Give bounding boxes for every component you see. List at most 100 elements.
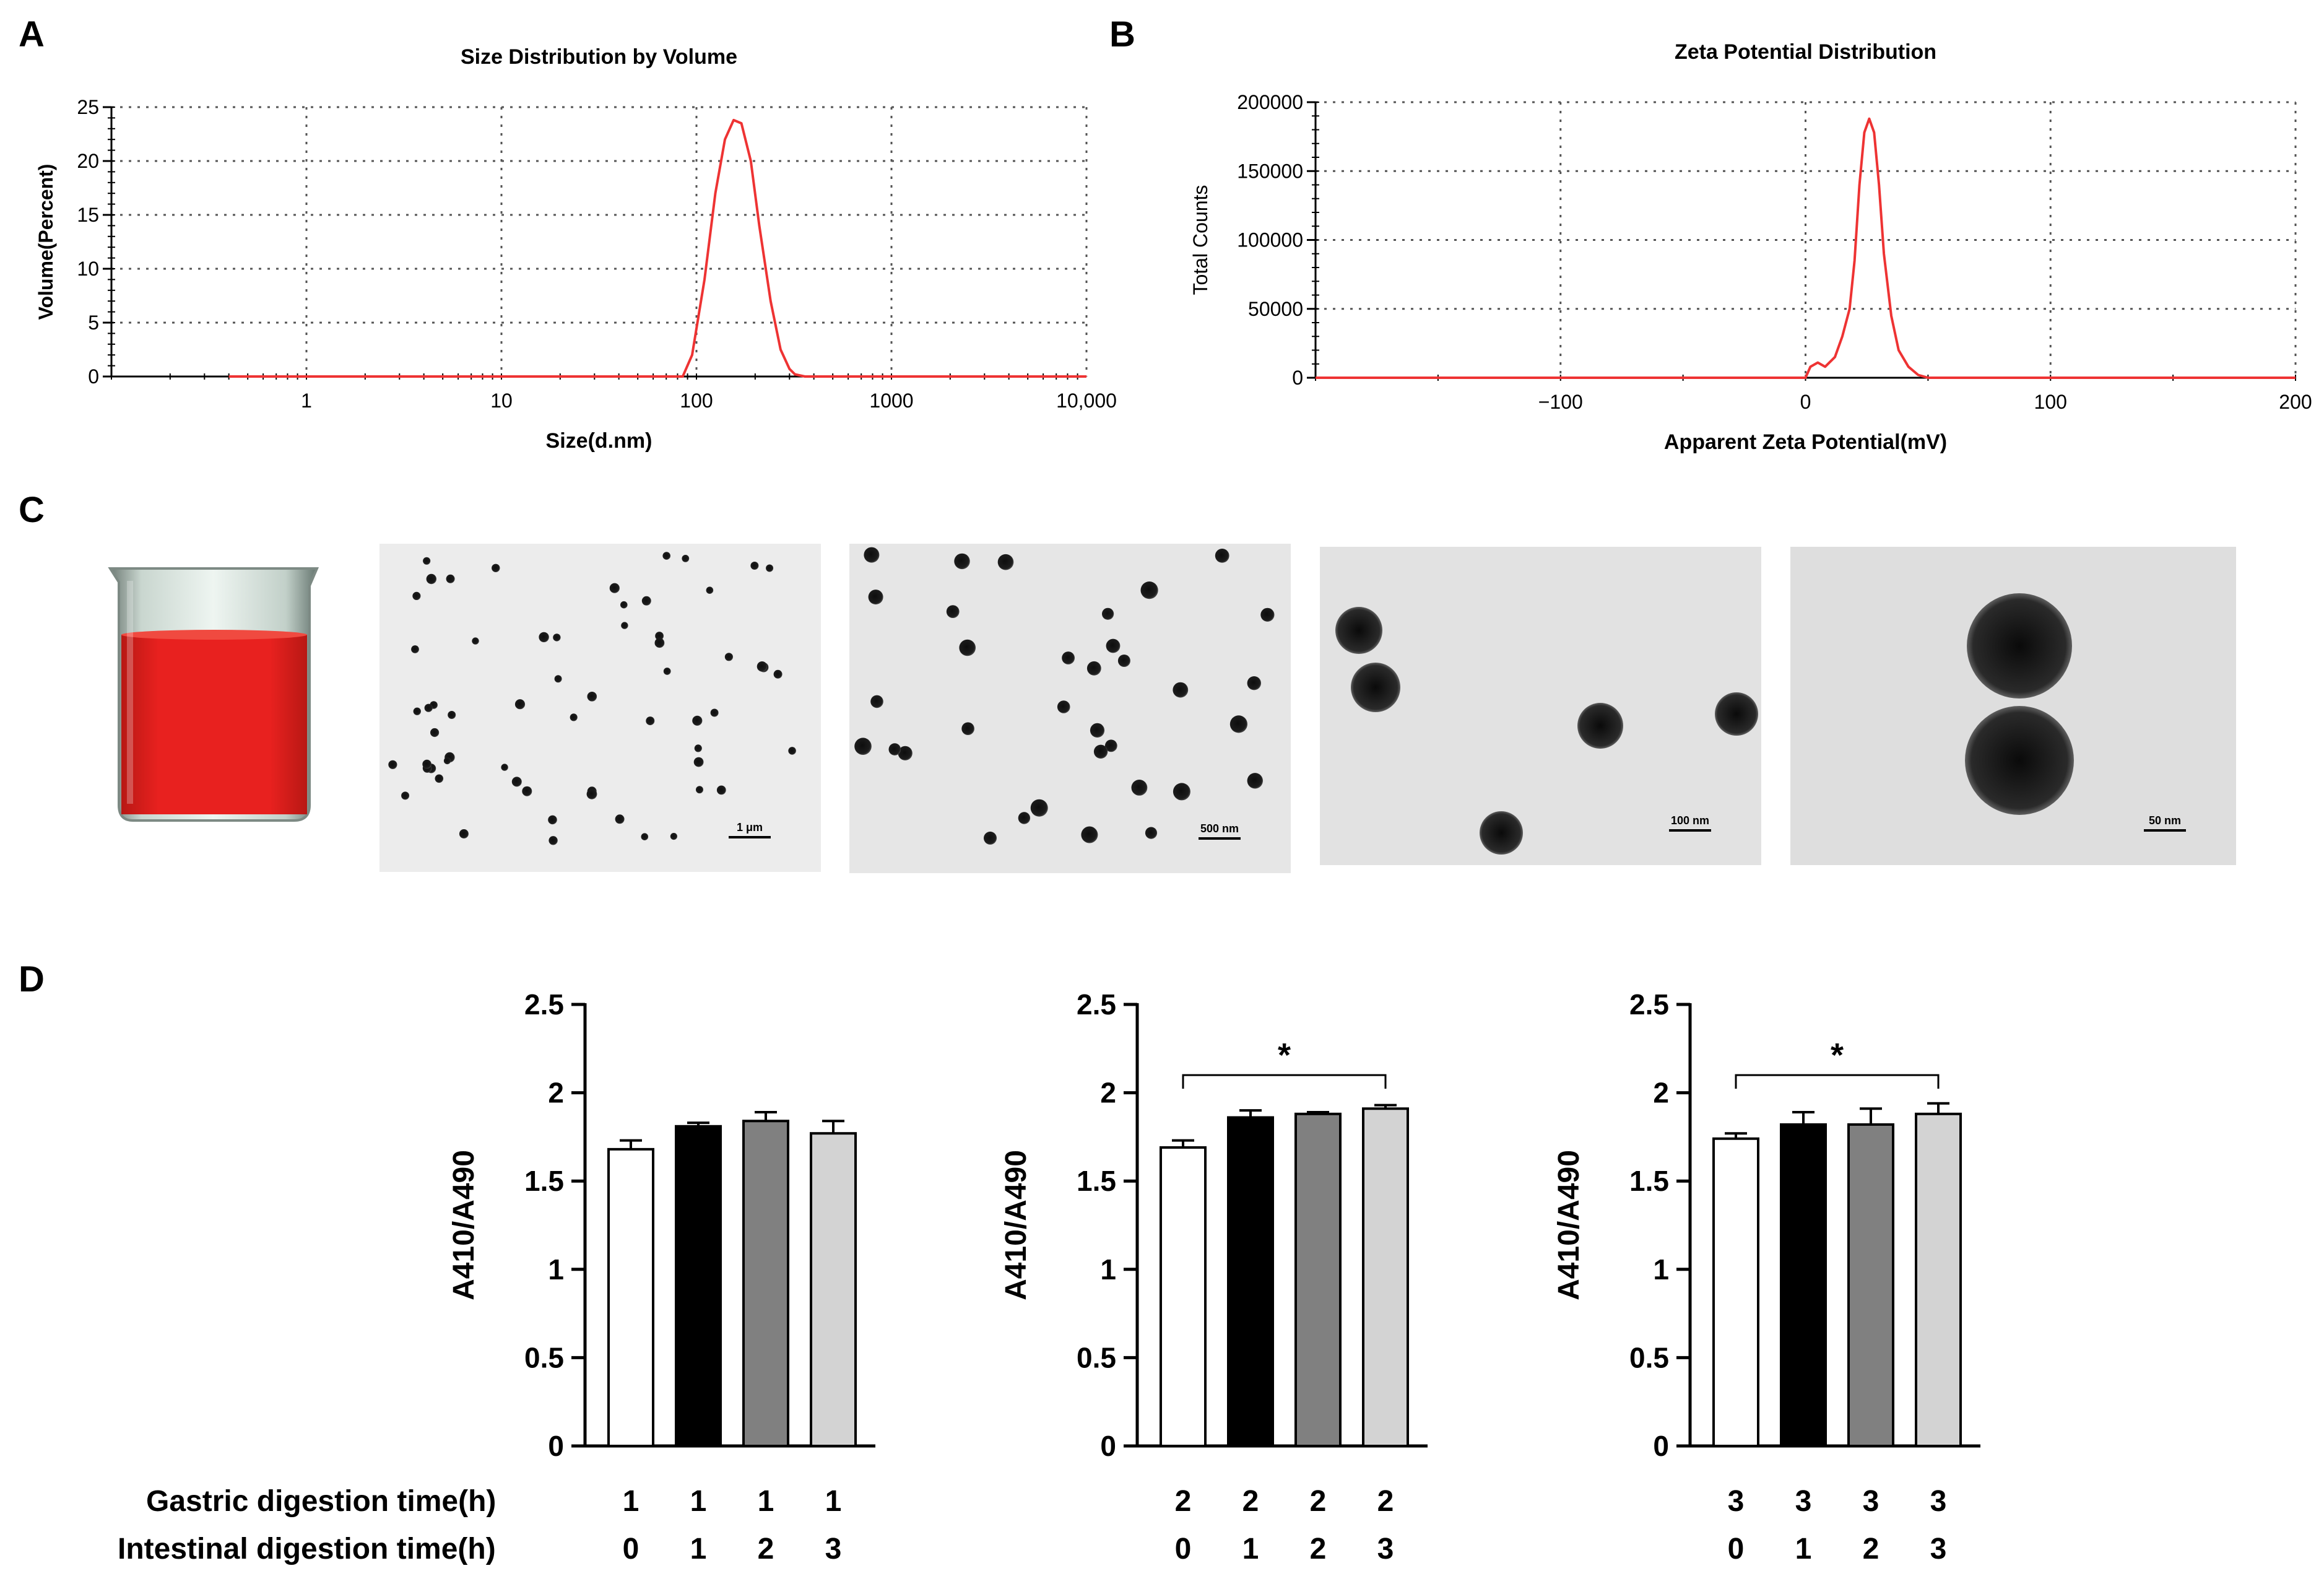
nanoparticle — [670, 833, 677, 840]
bar-chart-1-y-tick-label: 0 — [548, 1430, 564, 1462]
micrograph-4: 50 nm — [1790, 547, 2236, 865]
nanoparticle — [492, 564, 500, 572]
nanoparticle — [1030, 799, 1048, 817]
nanoparticle — [459, 829, 469, 838]
nanoparticle — [757, 661, 768, 672]
bar-chart-3-y-label: A410/A490 — [1553, 1150, 1585, 1300]
nanoparticle — [1090, 723, 1105, 738]
micrograph-1: 1 μm — [379, 544, 821, 872]
zeta-chart-series-line — [1316, 117, 2296, 379]
bar-chart-3-gastric-label: 3 — [1728, 1485, 1745, 1518]
zeta-chart-x-tick-label: 200 — [2279, 391, 2312, 413]
bar-chart-2-gastric-label: 2 — [1175, 1485, 1192, 1518]
bar-chart-2-significance-label: * — [1278, 1037, 1291, 1074]
bar-chart-1-y-tick-label: 2 — [548, 1077, 564, 1109]
nanoparticle — [1577, 703, 1623, 749]
nanoparticle — [412, 591, 421, 601]
panel-label-a: A — [19, 14, 45, 54]
scale-bar-label: 500 nm — [1200, 822, 1239, 835]
bar-chart-2-intestinal-label: 0 — [1175, 1533, 1192, 1565]
zeta-chart-x-tick-label: −100 — [1538, 391, 1583, 413]
nanoparticle — [1173, 783, 1190, 801]
zeta-chart-y-label: Total Counts — [1189, 185, 1212, 295]
nanoparticle — [641, 833, 649, 840]
zeta-chart-x-tick-label: 0 — [1800, 391, 1811, 413]
nanoparticle — [984, 831, 997, 845]
bar-chart-2-gastric-label: 2 — [1377, 1485, 1394, 1518]
bar-chart-3-y-tick-label: 1.5 — [1629, 1165, 1669, 1197]
bar-chart-1-bar-3 — [810, 1132, 857, 1448]
nanoparticle — [766, 564, 774, 572]
nanoparticle — [1093, 744, 1108, 759]
bar-chart-1-bar-1 — [675, 1125, 722, 1447]
panel-label-d: D — [19, 959, 45, 999]
nanoparticle — [553, 633, 561, 642]
nanoparticle — [750, 562, 759, 570]
bar-chart-2-y-tick-label: 1 — [1100, 1253, 1116, 1286]
beaker-photo — [108, 567, 319, 822]
nanoparticle — [898, 746, 913, 760]
nanoparticle — [724, 653, 733, 661]
size-chart-y-tick-label: 10 — [77, 258, 99, 280]
size-chart-x-tick-label: 1000 — [869, 390, 913, 412]
bar-chart-2-y-tick-label: 2 — [1100, 1077, 1116, 1109]
micrograph-3: 100 nm — [1320, 547, 1761, 865]
bar-chart-1-intestinal-label: 3 — [825, 1533, 842, 1565]
zeta-chart-x-tick-label: 100 — [2034, 391, 2067, 413]
bar-chart-1-gastric-label: 1 — [623, 1485, 640, 1518]
bar-chart-1-intestinal-label: 1 — [690, 1533, 707, 1565]
nanoparticle — [422, 759, 431, 769]
bar-chart-gastric-1h: 0 0.5 1 1.5 2 2.5 A410/A490 1 0 1 1 1 2 1 3 — [448, 988, 875, 1565]
bar-chart-2-y-tick-label: 1.5 — [1077, 1165, 1116, 1197]
nanoparticle — [1967, 593, 2072, 699]
size-chart-title: Size Distribution by Volume — [461, 45, 737, 69]
nanoparticle — [1715, 692, 1758, 736]
size-chart-y-tick-label: 20 — [77, 150, 99, 172]
bar-chart-1-intestinal-label: 2 — [758, 1533, 774, 1565]
nanoparticle — [1140, 581, 1158, 599]
nanoparticle — [710, 708, 719, 717]
bar-chart-3-intestinal-label: 3 — [1930, 1533, 1947, 1565]
nanoparticle — [501, 764, 508, 771]
nanoparticle — [548, 836, 558, 845]
nanoparticle — [961, 722, 974, 735]
nanoparticle — [435, 774, 444, 783]
nanoparticle — [423, 557, 431, 565]
bar-chart-3-gastric-label: 3 — [1795, 1485, 1812, 1518]
nanoparticle — [514, 699, 526, 710]
size-chart-y-tick-label: 0 — [88, 365, 99, 388]
bar-chart-2-intestinal-label: 1 — [1242, 1533, 1259, 1565]
nanoparticle — [692, 715, 703, 726]
bar-chart-3-intestinal-label: 0 — [1728, 1533, 1745, 1565]
nanoparticle — [716, 785, 726, 795]
nanoparticle — [1247, 773, 1264, 789]
bar-chart-2-bar-3 — [1362, 1107, 1409, 1447]
nanoparticle — [1173, 682, 1189, 698]
nanoparticle — [522, 786, 532, 796]
nanoparticle — [788, 747, 796, 755]
bar-chart-1-bar-0 — [607, 1147, 654, 1447]
bar-chart-1-y-tick-label: 2.5 — [524, 988, 564, 1021]
size-chart-y-tick-label: 15 — [77, 204, 99, 226]
bar-chart-3-y-tick-label: 0 — [1653, 1430, 1669, 1462]
nanoparticle — [443, 757, 451, 765]
bar-chart-2-bar-1 — [1227, 1116, 1274, 1447]
nanoparticle — [587, 692, 597, 702]
bar-chart-2-significance-bracket — [1182, 1074, 1387, 1089]
bar-chart-3-y-tick-label: 0.5 — [1629, 1341, 1669, 1374]
nanoparticle — [430, 728, 440, 738]
nanoparticle — [426, 573, 436, 585]
scale-bar-label: 1 μm — [737, 821, 763, 834]
bar-chart-1-gastric-label: 1 — [825, 1485, 842, 1518]
nanoparticle — [646, 716, 655, 726]
nanoparticle — [621, 622, 628, 629]
nanoparticle — [1229, 715, 1247, 733]
bar-chart-2-gastric-label: 2 — [1242, 1485, 1259, 1518]
nanoparticle — [663, 668, 671, 675]
nanoparticle — [1131, 780, 1148, 796]
bar-chart-2-y-tick-label: 0 — [1100, 1430, 1116, 1462]
nanoparticle — [1215, 549, 1229, 563]
bar-chart-3-gastric-label: 3 — [1930, 1485, 1947, 1518]
bar-chart-3-bar-1 — [1780, 1123, 1827, 1448]
nanoparticle — [655, 632, 664, 640]
